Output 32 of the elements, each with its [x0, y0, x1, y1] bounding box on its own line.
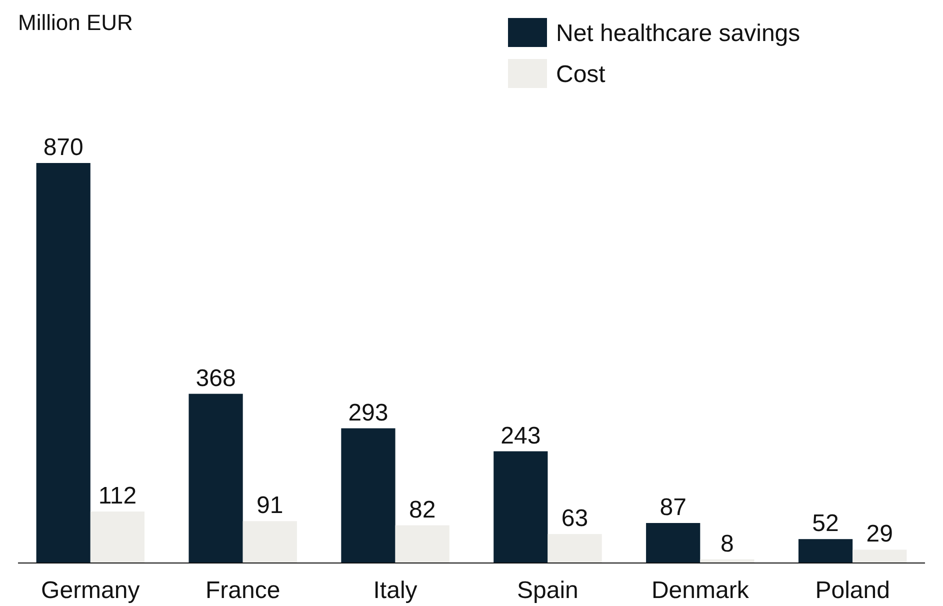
- data-label: 112: [98, 482, 137, 510]
- legend-label: Net healthcare savings: [556, 20, 800, 47]
- bar: [646, 523, 700, 563]
- data-label: 87: [660, 494, 686, 521]
- x-tick-label: Italy: [373, 577, 418, 604]
- bar: [242, 521, 297, 563]
- bar: [548, 534, 602, 563]
- data-label: 243: [500, 422, 541, 450]
- data-label: 82: [408, 496, 436, 524]
- x-tick-label: France: [205, 577, 280, 604]
- bar: [90, 512, 145, 563]
- x-tick-label: Germany: [41, 577, 140, 604]
- data-label: 293: [348, 399, 388, 426]
- x-tick-label: Denmark: [651, 577, 750, 604]
- data-label: 52: [812, 510, 839, 538]
- text: Million EUR: [18, 10, 133, 35]
- bar: [494, 451, 548, 563]
- bar: [852, 550, 907, 563]
- x-tick-label: Spain: [517, 577, 578, 604]
- data-label: 368: [196, 364, 236, 392]
- bar: [36, 163, 90, 563]
- data-label: 8: [720, 530, 734, 558]
- data-label: 91: [256, 492, 284, 520]
- legend-label: Cost: [556, 61, 606, 88]
- data-label: 29: [866, 520, 893, 548]
- bar: [188, 394, 243, 563]
- data-label: 870: [43, 134, 84, 161]
- data-label: 63: [561, 505, 588, 532]
- bar: [395, 525, 450, 563]
- bar: [798, 539, 853, 563]
- bar: [341, 428, 396, 563]
- x-tick-label: Poland: [815, 577, 890, 604]
